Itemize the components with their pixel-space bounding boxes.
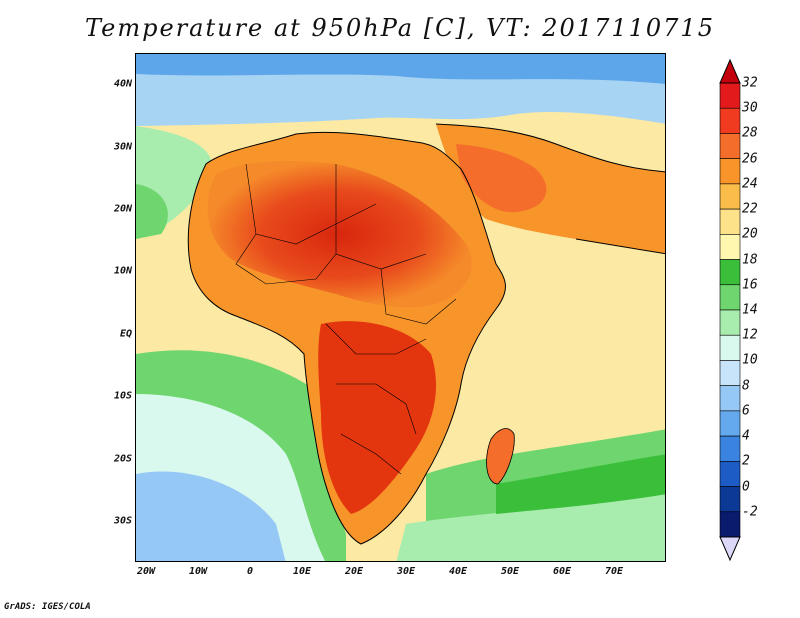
colorbar-segment [719,410,741,437]
cool-region-south-indian [396,494,665,561]
green-region-atlantic [136,184,168,239]
sahara-hot-region [207,161,472,308]
colorbar-bottom-arrow [719,536,741,562]
colorbar-tick-label: -2 [742,504,758,520]
lon-label-40e: 40E [448,566,468,577]
lon-label-50e: 50E [500,566,520,577]
lon-label-20w: 20W [136,566,156,577]
colorbar-tick-label: 18 [742,252,758,268]
colorbar-segment [719,183,741,210]
lat-label-40n: 40N [113,78,132,90]
colorbar-segment [719,360,741,386]
colorbar-tick-label: 14 [742,302,758,318]
lat-label-10s: 10S [113,390,132,402]
colorbar-segment [719,107,741,134]
chart-title: Temperature at 950hPa [C], VT: 201711071… [85,14,715,42]
colorbar-tick-label: 30 [742,100,758,116]
colorbar-tick-label: 16 [742,277,758,293]
colorbar-tick-label: 4 [742,428,750,444]
colorbar-segment [719,208,741,235]
lon-label-30e: 30E [396,566,416,577]
eurasia-coastline [435,123,665,173]
colorbar [719,58,741,562]
colorbar-tick-label: 0 [742,479,750,495]
colorbar-segment [719,511,741,538]
colorbar-tick-label: 20 [742,226,758,242]
colorbar-segment [719,385,741,412]
madagascar [486,428,515,485]
colorbar-tick-label: 10 [742,352,758,368]
colorbar-tick-label: 8 [742,378,750,394]
lon-label-0: 0 [246,566,254,577]
lat-label-10n: 10N [113,265,132,277]
lat-label-eq: EQ [119,328,132,340]
lon-label-60e: 60E [552,566,572,577]
footer-credit: GrADS: IGES/COLA [4,602,91,612]
colorbar-top-arrow [719,58,741,84]
colorbar-tick-label: 2 [742,453,750,469]
colorbar-tick-label: 6 [742,403,750,419]
lon-label-10e: 10E [292,566,312,577]
colorbar-segment [719,259,741,286]
green-band-south-indian [496,454,665,514]
colorbar-segment [719,158,741,185]
colorbar-tick-label: 24 [742,176,758,192]
country-borders [235,163,457,475]
colorbar-segment [719,486,741,513]
colorbar-segment [719,82,741,109]
cold-region-north [136,54,665,84]
colorbar-segment [719,309,741,336]
colorbar-tick-label: 12 [742,327,758,343]
colorbar-tick-label: 26 [742,151,758,167]
lat-label-30n: 30N [113,141,132,153]
lon-label-70e: 70E [604,566,624,577]
colorbar-segment [719,284,741,311]
africa-coastline [187,131,506,545]
colorbar-tick-label: 32 [742,75,758,91]
colorbar-segment [719,435,741,462]
arabia-hot-region [456,144,547,213]
colorbar-tick-label: 22 [742,201,758,217]
india-coastline [575,238,665,255]
colorbar-tick-label: 28 [742,125,758,141]
southern-africa-hot-region [318,321,436,514]
lat-label-30s: 30S [113,515,132,527]
colorbar-segments [719,82,741,538]
colorbar-segment [719,234,741,260]
lon-label-10w: 10W [188,566,208,577]
lat-label-20s: 20S [113,453,132,465]
colorbar-segment [719,133,741,159]
lat-label-20n: 20N [113,203,132,215]
colorbar-segment [719,461,741,487]
colorbar-segment [719,334,741,361]
temperature-map [135,53,666,562]
lon-label-20e: 20E [344,566,364,577]
cold-region-south-atlantic [136,471,286,561]
